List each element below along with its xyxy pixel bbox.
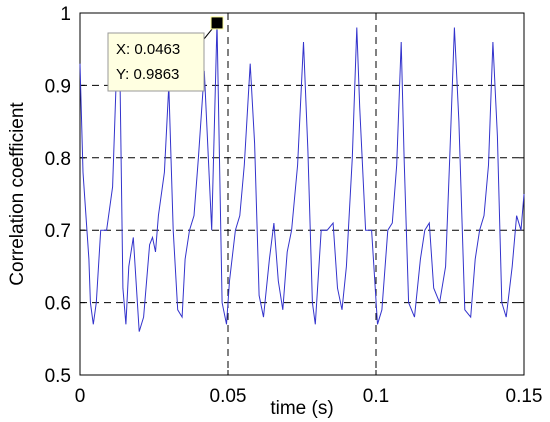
x-tick-label: 0.05	[210, 386, 247, 407]
axis-ticks: 0 0.05 0.1 0.15 0.5 0.6 0.7 0.8 0.9 1	[45, 4, 543, 407]
y-tick-label: 0.7	[45, 221, 71, 242]
y-tick-label: 0.9	[45, 76, 71, 97]
y-tick-label: 1	[60, 4, 71, 25]
datatip-x-text: X: 0.0463	[116, 41, 180, 58]
x-tick-label: 0.15	[506, 386, 543, 407]
x-axis-label: time (s)	[270, 398, 333, 419]
datatip-y-text: Y: 0.9863	[116, 66, 179, 83]
y-axis-label: Correlation coefficient	[7, 102, 28, 286]
datatip-group[interactable]: X: 0.0463 Y: 0.9863	[107, 16, 224, 92]
series-group	[79, 22, 525, 332]
x-tick-label: 0	[75, 386, 86, 407]
y-tick-label: 0.6	[45, 294, 71, 315]
y-tick-label: 0.8	[45, 149, 71, 170]
x-tick-label: 0.1	[363, 386, 389, 407]
datatip-marker[interactable]	[210, 16, 224, 30]
series-line	[79, 22, 525, 332]
datatip-box[interactable]	[107, 32, 205, 92]
y-tick-label: 0.5	[45, 366, 71, 387]
grid	[80, 13, 524, 375]
